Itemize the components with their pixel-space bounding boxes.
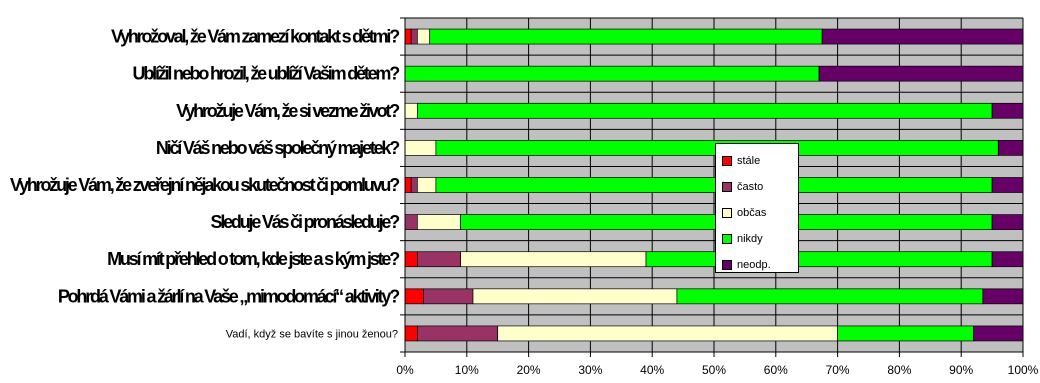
category-label: Musí mít přehled o tom, kde jste a s kým…: [107, 249, 399, 269]
bar-segment: [417, 28, 431, 45]
bar-segment: [991, 177, 1024, 193]
bar-segment: [404, 251, 418, 268]
category-label: Vyhrožoval, že Vám zamezí kontakt s dětm…: [111, 27, 399, 47]
bar-segment: [404, 214, 418, 230]
bar-segment: [423, 288, 474, 305]
bar-segment: [404, 288, 424, 305]
bar-segment: [417, 251, 461, 268]
legend-item-obcas: občas: [722, 200, 798, 226]
bar-segment: [973, 325, 1024, 342]
bar-segment: [417, 102, 993, 119]
bar-segment: [429, 28, 823, 45]
legend-label-obcas: občas: [737, 207, 767, 219]
legend-item-stale: stále: [722, 148, 798, 174]
bar-segment: [435, 177, 993, 193]
x-tick-label: 40%: [640, 363, 664, 377]
bar-segment: [404, 325, 418, 342]
legend-swatch-obcas: [722, 208, 732, 218]
x-tick-label: 20%: [517, 363, 541, 377]
bar-segment: [417, 325, 499, 342]
x-tick-label: 80%: [887, 363, 911, 377]
legend-swatch-stale: [722, 156, 732, 166]
bar-segment: [997, 140, 1024, 156]
bar-segment: [404, 102, 418, 119]
x-tick-label: 60%: [764, 363, 788, 377]
legend-item-neodp: neodp.: [722, 252, 798, 278]
bar-segment: [991, 214, 1024, 230]
legend-label-stale: stále: [737, 155, 761, 167]
x-tick-label: 100%: [1008, 363, 1039, 377]
legend: stále často občas nikdy neodp.: [715, 143, 799, 273]
x-tick-label: 0%: [396, 363, 414, 377]
category-label: Pohrdá Vámi a žárlí na Vaše „mimodomácí“…: [58, 286, 399, 306]
x-tick-label: 50%: [702, 363, 726, 377]
bar-segment: [676, 288, 984, 305]
legend-item-nikdy: nikdy: [722, 226, 798, 252]
legend-swatch-neodp: [722, 260, 732, 270]
bar-segment: [417, 177, 437, 193]
bar-segment: [410, 28, 418, 45]
bar-segment: [410, 177, 418, 193]
legend-swatch-casto: [722, 182, 732, 192]
category-label: Vyhrožuje Vám, že si vezme život?: [176, 101, 399, 121]
bar-segment: [404, 28, 412, 45]
legend-item-casto: často: [722, 174, 798, 200]
bar-segment: [404, 140, 437, 156]
bar-segment: [982, 288, 1024, 305]
bar-segment: [821, 28, 1024, 45]
bar-segment: [837, 325, 974, 342]
category-label: Ničí Váš nebo váš společný majetek?: [156, 138, 399, 158]
bar-segment: [497, 325, 838, 342]
legend-swatch-nikdy: [722, 234, 732, 244]
x-tick-label: 30%: [578, 363, 602, 377]
bar-segment: [404, 65, 820, 82]
legend-label-neodp: neodp.: [737, 259, 771, 271]
x-tick-label: 10%: [455, 363, 479, 377]
x-tick-label: 90%: [949, 363, 973, 377]
bar-segment: [404, 177, 412, 193]
bar-segment: [818, 65, 1024, 82]
legend-label-casto: často: [737, 181, 764, 193]
category-label: Vyhrožuje Vám, že zveřejní nějakou skute…: [10, 175, 399, 195]
legend-label-nikdy: nikdy: [737, 233, 763, 245]
bar-segment: [991, 251, 1024, 268]
bar-segment: [645, 251, 993, 268]
bar-segment: [472, 288, 678, 305]
x-tick-label: 70%: [826, 363, 850, 377]
bar-segment: [417, 214, 461, 230]
bar-segment: [460, 251, 647, 268]
category-label: Vadí, když se bavíte s jinou ženou?: [226, 328, 398, 340]
category-label: Sleduje Vás či pronásleduje?: [211, 212, 400, 232]
bar-segment: [991, 102, 1024, 119]
category-label: Ublížil nebo hrozil, že ublíží Vašim dět…: [133, 64, 400, 84]
